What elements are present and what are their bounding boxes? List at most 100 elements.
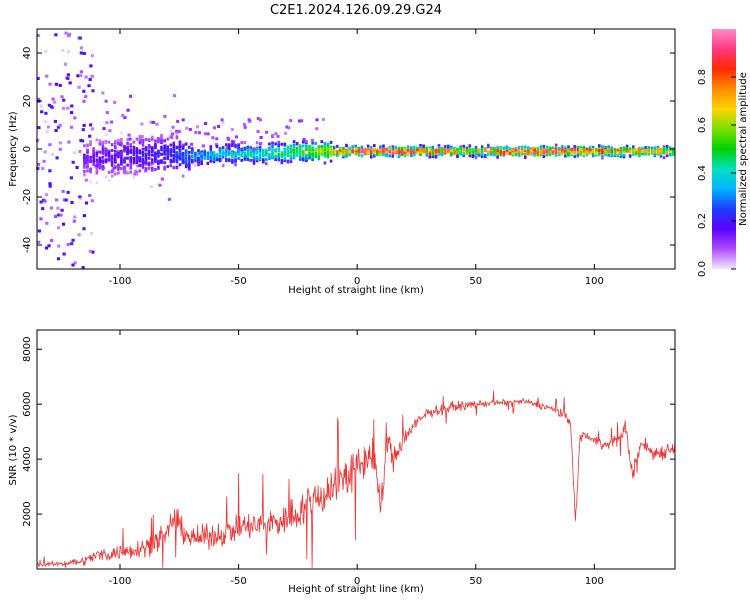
spectrogram-cell xyxy=(166,151,169,155)
spectrogram-cell xyxy=(246,155,250,158)
spectrogram-cell xyxy=(354,144,358,148)
spectrogram-cell xyxy=(249,148,253,152)
spectrogram-cell xyxy=(659,148,663,152)
spectrogram-cell xyxy=(474,156,478,160)
spectrogram-cell xyxy=(212,151,216,155)
spectrogram-cell xyxy=(163,147,166,151)
spectrogram-cell xyxy=(197,158,200,162)
spectrogram-cell xyxy=(172,143,176,147)
spectrogram-cell xyxy=(79,46,83,50)
spectrogram-cell xyxy=(212,158,216,161)
spectrogram-cell xyxy=(191,154,194,158)
spectrogram-cell xyxy=(274,149,277,153)
spectrogram-cell xyxy=(604,153,607,157)
spectrogram-cell xyxy=(184,154,188,158)
spectrogram-cell xyxy=(72,219,76,223)
spectrogram-cell xyxy=(92,162,95,166)
spectrogram-cell xyxy=(117,141,120,145)
spectrogram-cell xyxy=(320,145,324,148)
spectrogram-cell xyxy=(228,145,231,149)
spectrogram-cell xyxy=(462,154,465,158)
colorbar-ticks: 0.0 0.2 0.4 0.6 0.8 xyxy=(697,69,736,277)
spectrogram-cell xyxy=(98,163,102,167)
spectrogram-cell xyxy=(524,153,527,156)
spectrogram-cell xyxy=(169,148,173,152)
spectrogram-cell xyxy=(265,130,268,134)
spectrogram-cell xyxy=(459,146,462,150)
spectrogram-cell xyxy=(323,146,327,150)
spectrogram-cell xyxy=(107,158,111,161)
spectrogram-cell xyxy=(234,151,237,155)
spectrogram-cell xyxy=(206,155,210,159)
spectrogram-cell xyxy=(147,145,151,149)
spectrogram-cell xyxy=(419,146,422,150)
spectrogram-cell xyxy=(286,145,290,149)
spectrogram-cell xyxy=(37,229,41,233)
spectrogram-cell xyxy=(268,148,271,152)
spectrogram-cell xyxy=(221,153,225,157)
spectrogram-cell xyxy=(314,141,317,145)
spectrogram-cell xyxy=(431,148,435,152)
spectrogram-cell xyxy=(419,144,422,147)
spectrogram-cell xyxy=(576,154,580,158)
spectrogram-cell xyxy=(252,158,256,162)
spectrogram-cell xyxy=(86,143,89,147)
x-tick-label: -100 xyxy=(109,576,132,587)
spectrogram-cell xyxy=(315,118,319,122)
spectrogram-cell xyxy=(231,151,234,155)
spectrogram-cell xyxy=(151,158,154,162)
spectrogram-cell xyxy=(632,145,635,149)
spectrogram-cell xyxy=(625,147,629,150)
spectrogram-cell xyxy=(595,149,598,153)
spectrogram-cell xyxy=(215,155,219,159)
spectrogram-cell xyxy=(114,153,117,157)
spectrogram-cell xyxy=(129,166,132,170)
spectrogram-cell xyxy=(166,145,169,149)
spectrogram-cell xyxy=(64,198,68,202)
spectrogram-cell xyxy=(403,146,407,150)
spectrogram-cell xyxy=(672,148,675,152)
spectrogram-cell xyxy=(548,151,552,155)
spectrogram-cell xyxy=(160,135,163,139)
spectrogram-cell xyxy=(71,160,75,164)
spectrogram-cell xyxy=(425,153,428,157)
spectrogram-cell xyxy=(147,167,151,170)
spectrogram-cell xyxy=(151,153,154,157)
spectrogram-cell xyxy=(410,151,413,155)
spectrogram-cell xyxy=(292,156,296,160)
spectrogram-cell xyxy=(505,145,509,149)
spectrogram-cell xyxy=(305,148,308,152)
spectrogram-cell xyxy=(283,152,287,156)
spectrogram-cell xyxy=(141,147,145,151)
spectrogram-cell xyxy=(240,147,243,151)
spectrogram-cell xyxy=(653,148,657,152)
spectrogram-cell xyxy=(561,152,564,156)
spectrogram-cell xyxy=(144,162,148,166)
spectrogram-cell xyxy=(598,149,601,153)
spectrogram-cell xyxy=(317,152,321,156)
spectrogram-cell xyxy=(90,74,94,78)
spectrogram-cell xyxy=(95,164,99,168)
spectrogram-cell xyxy=(665,147,669,151)
spectrogram-cell xyxy=(215,145,219,149)
spectrogram-cell xyxy=(57,213,61,217)
spectrogram-cell xyxy=(431,145,435,149)
spectrogram-cell xyxy=(234,158,237,162)
spectrogram-cell xyxy=(44,193,49,197)
spectrogram-cell xyxy=(141,139,145,143)
spectrogram-cell xyxy=(45,221,49,225)
spectrogram-cell xyxy=(126,142,129,145)
spectrogram-cell xyxy=(524,155,527,159)
spectrogram-cell xyxy=(57,226,61,230)
spectrogram-cell xyxy=(289,156,293,160)
spectrogram-cell xyxy=(496,152,499,155)
spectrogram-cell xyxy=(394,150,398,154)
spectrogram-cell xyxy=(246,152,250,156)
spectrogram-cell xyxy=(256,130,260,133)
spectrogram-cell xyxy=(68,81,72,85)
spectrogram-cell xyxy=(369,151,373,154)
x-tick-label: 100 xyxy=(585,576,604,587)
spectrogram-cell xyxy=(564,149,567,153)
spectrogram-cell xyxy=(400,151,404,155)
spectrogram-cell xyxy=(59,213,63,217)
